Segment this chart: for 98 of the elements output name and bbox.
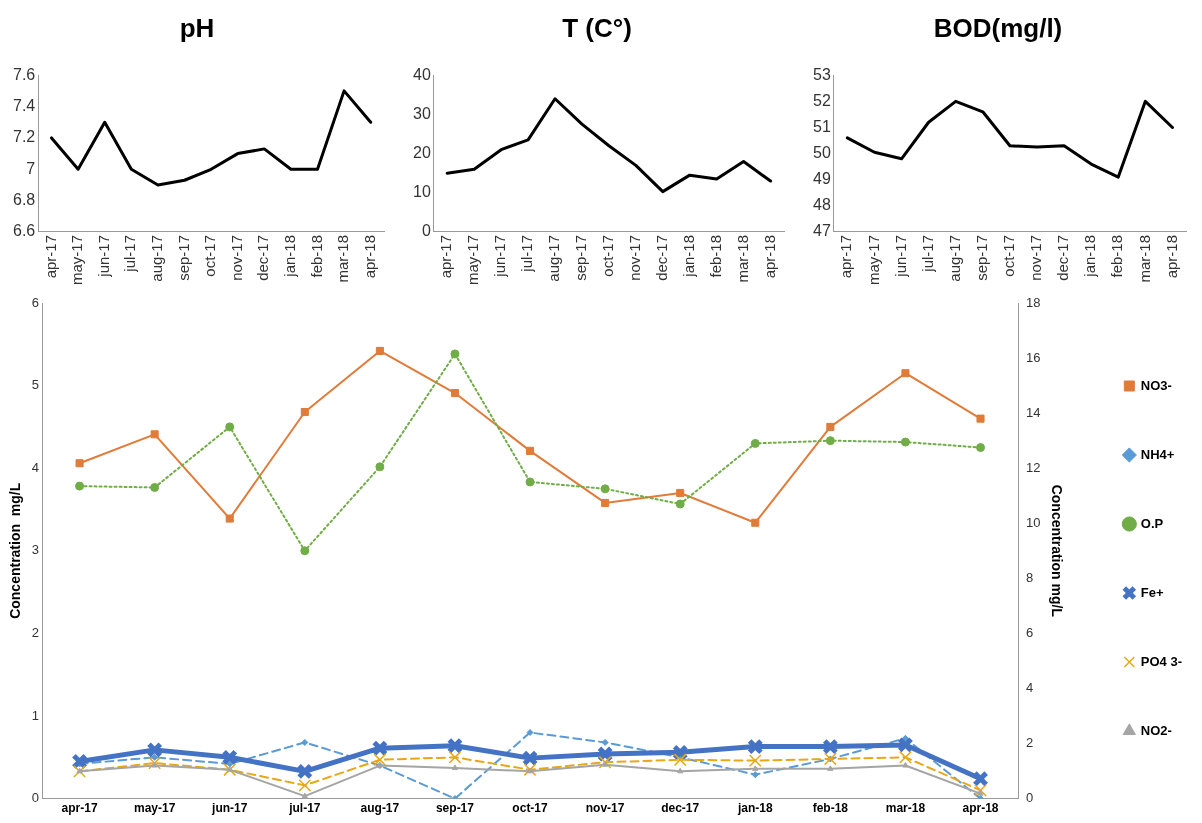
x-tick-label: nov-17: [625, 234, 643, 281]
x-tick-label: apr-18: [360, 234, 378, 279]
x-tick-label: may-17: [133, 801, 176, 816]
x-tick-label: nov-17: [1027, 234, 1045, 281]
x-tick-label: jan-18: [1081, 234, 1099, 278]
x-tick-label: oct-17: [201, 234, 219, 277]
y2-tick-label: 16: [1026, 349, 1041, 365]
x-tick-label: jul-17: [288, 801, 321, 816]
x-tick-label: dec-17: [652, 234, 670, 281]
y-tick-label: 0: [31, 790, 40, 806]
y-tick-label: 49: [813, 170, 831, 188]
y-tick-label: 1: [31, 707, 40, 723]
legend-label: PO4 3-: [1140, 653, 1182, 669]
x-tick-label: dec-17: [254, 234, 272, 281]
x-tick-label: jul-17: [121, 234, 139, 273]
y-tick-label: 5: [31, 377, 40, 393]
x-tick-label: feb-18: [1108, 234, 1126, 278]
y-tick-label: 4: [31, 459, 40, 475]
y-tick-label: 47: [813, 222, 831, 240]
chart-title: T (C°): [562, 12, 632, 43]
y-tick-label: 3: [31, 542, 40, 558]
y-axis-title: Concentration mg/L: [7, 482, 24, 619]
y2-tick-label: 8: [1026, 569, 1034, 585]
y-tick-label: 6.6: [12, 222, 36, 240]
y-tick-label: 6: [31, 294, 40, 310]
y-tick-label: 10: [413, 183, 431, 201]
x-tick-label: mar-18: [334, 234, 352, 283]
y-tick-label: 7.2: [12, 128, 36, 146]
y2-tick-label: 2: [1026, 735, 1034, 751]
x-tick-label: jun-17: [94, 234, 112, 278]
y-tick-label: 51: [813, 117, 831, 135]
x-tick-label: aug-17: [360, 801, 400, 816]
y2-tick-label: 0: [1026, 790, 1034, 806]
x-tick-label: jan-18: [679, 234, 697, 278]
legend-label: Fe+: [1140, 584, 1164, 600]
x-tick-label: mar-18: [885, 801, 926, 816]
y-tick-label: 2: [31, 624, 40, 640]
x-tick-label: sep-17: [174, 234, 192, 281]
y2-tick-label: 6: [1026, 624, 1034, 640]
x-tick-label: apr-17: [837, 234, 855, 279]
x-tick-label: jul-17: [518, 234, 536, 273]
x-tick-label: sep-17: [572, 234, 590, 281]
x-tick-label: jun-17: [491, 234, 509, 278]
x-tick-label: jan-18: [281, 234, 299, 278]
y-tick-label: 20: [413, 144, 431, 161]
x-tick-label: apr-17: [437, 234, 455, 279]
legend-label: O.P: [1140, 515, 1164, 531]
x-tick-label: oct-17: [599, 234, 617, 277]
x-tick-label: sep-17: [972, 234, 990, 281]
x-tick-label: dec-17: [1054, 234, 1072, 281]
y2-tick-label: 12: [1026, 459, 1041, 475]
y2-tick-label: 18: [1026, 294, 1041, 310]
y-tick-label: 0: [421, 222, 431, 240]
y2-tick-label: 10: [1026, 514, 1041, 530]
x-tick-label: apr-18: [962, 801, 999, 816]
x-tick-label: may-17: [464, 234, 482, 286]
x-tick-label: aug-17: [148, 234, 166, 282]
y-tick-label: 7.6: [12, 65, 36, 83]
y-tick-label: 53: [813, 65, 831, 83]
y-tick-label: 50: [813, 144, 831, 161]
x-tick-label: dec-17: [661, 801, 700, 816]
x-tick-label: jun-17: [211, 801, 248, 816]
x-tick-label: nov-17: [227, 234, 245, 281]
x-tick-label: feb-18: [706, 234, 724, 278]
y2-axis-title: Concentration mg/L: [1049, 484, 1066, 618]
x-tick-label: jul-17: [918, 234, 936, 273]
chart-title: pH: [179, 12, 215, 43]
y2-tick-label: 4: [1026, 680, 1034, 696]
x-tick-label: apr-18: [1162, 234, 1180, 279]
y2-tick-label: 14: [1026, 404, 1041, 420]
y-tick-label: 30: [413, 104, 431, 122]
y-tick-label: 7: [26, 159, 36, 177]
x-tick-label: oct-17: [1000, 234, 1018, 277]
x-tick-label: jan-18: [736, 801, 773, 816]
x-tick-label: nov-17: [585, 801, 625, 816]
legend-label: NH4+: [1140, 446, 1175, 462]
y-tick-label: 52: [813, 91, 831, 109]
x-tick-label: apr-17: [41, 234, 59, 279]
x-tick-label: mar-18: [733, 234, 751, 283]
y-tick-label: 48: [813, 196, 831, 214]
x-tick-label: sep-17: [435, 801, 475, 816]
x-tick-label: feb-18: [812, 801, 849, 816]
x-tick-label: may-17: [864, 234, 882, 286]
y-tick-label: 40: [413, 65, 431, 83]
legend-label: NO3-: [1140, 377, 1172, 393]
y-tick-label: 6.8: [12, 191, 36, 209]
x-tick-label: oct-17: [512, 801, 549, 816]
x-tick-label: apr-18: [760, 234, 778, 279]
x-tick-label: aug-17: [545, 234, 563, 282]
x-tick-label: jun-17: [891, 234, 909, 278]
x-tick-label: apr-17: [61, 801, 98, 816]
x-tick-label: mar-18: [1135, 234, 1153, 283]
x-tick-label: aug-17: [945, 234, 963, 282]
chart-title: BOD(mg/l): [933, 12, 1063, 43]
legend-label: NO2-: [1140, 722, 1172, 738]
x-tick-label: feb-18: [307, 234, 325, 278]
y-tick-label: 7.4: [12, 96, 36, 114]
x-tick-label: may-17: [68, 234, 86, 286]
